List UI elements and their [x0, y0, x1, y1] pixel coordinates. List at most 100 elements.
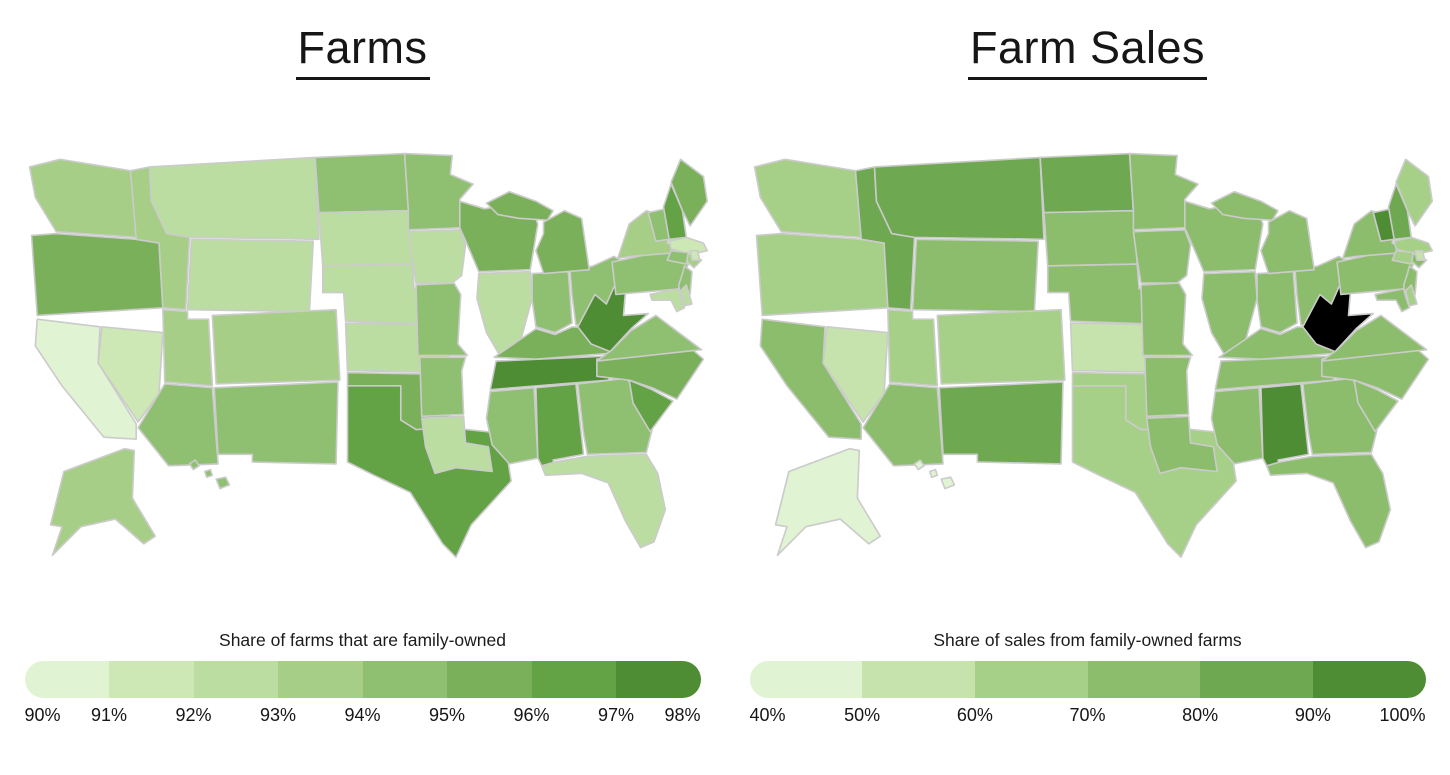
state-NM[interactable]: [213, 381, 339, 465]
state-AR[interactable]: [419, 356, 467, 418]
state-IA[interactable]: [407, 228, 467, 284]
legend-color-segment: [862, 661, 975, 698]
state-WY[interactable]: [911, 238, 1040, 313]
state-CO[interactable]: [211, 308, 341, 385]
state-FL[interactable]: [1265, 453, 1392, 549]
legend-tick-label: 60%: [956, 705, 993, 725]
us-states-map: [753, 152, 1434, 558]
state-TX[interactable]: [346, 385, 512, 558]
state-MS[interactable]: [1210, 386, 1264, 465]
state-SC[interactable]: [1353, 379, 1399, 433]
state-IN[interactable]: [531, 270, 573, 334]
state-IA[interactable]: [1132, 228, 1192, 284]
farms-map: [0, 144, 725, 584]
state-IN[interactable]: [1256, 270, 1298, 334]
farms-title: Farms: [0, 22, 725, 88]
state-DE[interactable]: [679, 284, 693, 307]
state-ME[interactable]: [1395, 158, 1434, 227]
state-OR[interactable]: [755, 232, 889, 317]
farms-legend-title: Share of farms that are family-owned: [219, 630, 506, 650]
state-DE[interactable]: [1404, 284, 1418, 307]
state-MN[interactable]: [1128, 152, 1199, 231]
state-HI[interactable]: [188, 459, 200, 471]
state-UT[interactable]: [162, 308, 214, 387]
state-HI[interactable]: [928, 468, 939, 479]
legend-tick-label: 94%: [344, 705, 381, 725]
state-FL[interactable]: [540, 453, 667, 549]
state-CT[interactable]: [666, 249, 690, 265]
state-WV[interactable]: [1301, 286, 1375, 353]
legend-color-segment: [1200, 661, 1313, 698]
state-NH[interactable]: [662, 183, 688, 241]
state-AR[interactable]: [1144, 356, 1192, 418]
state-MT[interactable]: [148, 156, 320, 241]
state-CA[interactable]: [34, 318, 138, 440]
state-SC[interactable]: [628, 379, 674, 433]
legend-tick-label: 91%: [90, 705, 128, 725]
state-MI[interactable]: [1210, 190, 1279, 222]
state-MI[interactable]: [485, 190, 554, 222]
state-SD[interactable]: [1043, 209, 1139, 267]
legend-tick-label: 95%: [428, 705, 466, 725]
state-SD[interactable]: [318, 209, 414, 267]
legend-tick-label: 97%: [597, 705, 635, 725]
state-MI[interactable]: [1260, 209, 1316, 275]
state-CA[interactable]: [759, 318, 863, 440]
farms-panel: Farms Share of farms that are family-own…: [0, 22, 725, 729]
legend-tick-label: 70%: [1069, 705, 1106, 725]
state-CT[interactable]: [1391, 249, 1415, 265]
state-HI[interactable]: [215, 476, 231, 490]
state-MO[interactable]: [415, 282, 469, 357]
legend-color-segment: [109, 661, 194, 698]
state-AZ[interactable]: [862, 383, 944, 467]
legend-tick-label: 93%: [259, 705, 297, 725]
farms-legend: Share of farms that are family-owned 90%…: [24, 630, 701, 729]
state-AL[interactable]: [535, 383, 585, 471]
farm-sales-title-text: Farm Sales: [967, 22, 1208, 80]
state-WY[interactable]: [186, 238, 315, 313]
state-NM[interactable]: [938, 381, 1064, 465]
legend-color-segment: [1087, 661, 1201, 698]
state-MO[interactable]: [1140, 282, 1194, 357]
state-AK[interactable]: [49, 447, 157, 557]
legend-tick-label: 92%: [175, 705, 212, 725]
state-CO[interactable]: [936, 308, 1066, 385]
state-ND[interactable]: [314, 152, 410, 214]
legend-tick-label: 96%: [513, 705, 550, 725]
state-MD[interactable]: [649, 287, 686, 313]
state-NV[interactable]: [97, 326, 164, 423]
farm-sales-map: [725, 144, 1450, 584]
state-RI[interactable]: [1414, 249, 1426, 262]
state-MD[interactable]: [1374, 287, 1411, 313]
state-MT[interactable]: [873, 156, 1045, 241]
legend-tick-label: 98%: [664, 705, 701, 725]
state-MN[interactable]: [403, 152, 474, 231]
state-WA[interactable]: [28, 158, 138, 239]
state-AZ[interactable]: [137, 383, 219, 467]
state-UT[interactable]: [887, 308, 939, 387]
state-HI[interactable]: [913, 459, 925, 471]
state-HI[interactable]: [203, 468, 214, 479]
state-ME[interactable]: [670, 158, 709, 227]
state-MI[interactable]: [535, 209, 591, 275]
state-WV[interactable]: [576, 286, 650, 353]
legend-tick-label: 90%: [1294, 705, 1331, 725]
state-OR[interactable]: [30, 232, 164, 317]
state-TX[interactable]: [1071, 385, 1237, 558]
farm-sales-legend-title: Share of sales from family-owned farms: [933, 630, 1242, 650]
legend-color-segment: [531, 661, 616, 698]
legend-color-segment: [278, 661, 363, 698]
state-MS[interactable]: [485, 386, 539, 465]
state-NH[interactable]: [1387, 183, 1413, 241]
state-WA[interactable]: [753, 158, 863, 239]
state-LA[interactable]: [1145, 415, 1218, 475]
state-RI[interactable]: [689, 249, 701, 262]
farm-sales-title: Farm Sales: [725, 22, 1450, 88]
state-AL[interactable]: [1260, 383, 1310, 471]
state-HI[interactable]: [940, 476, 956, 490]
state-ND[interactable]: [1039, 152, 1135, 214]
farm-sales-legend-ticks: 40% 50% 60% 70% 80% 90% 100%: [750, 705, 1426, 729]
state-AK[interactable]: [774, 447, 882, 557]
state-LA[interactable]: [420, 415, 493, 475]
state-NV[interactable]: [822, 326, 889, 423]
